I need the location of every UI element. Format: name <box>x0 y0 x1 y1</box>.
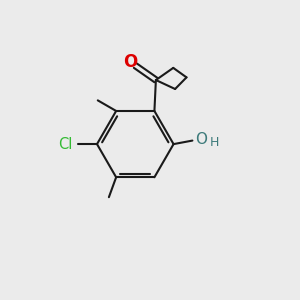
Text: Cl: Cl <box>58 136 73 152</box>
Text: O: O <box>195 132 207 147</box>
Text: H: H <box>210 136 219 149</box>
Text: O: O <box>123 53 137 71</box>
